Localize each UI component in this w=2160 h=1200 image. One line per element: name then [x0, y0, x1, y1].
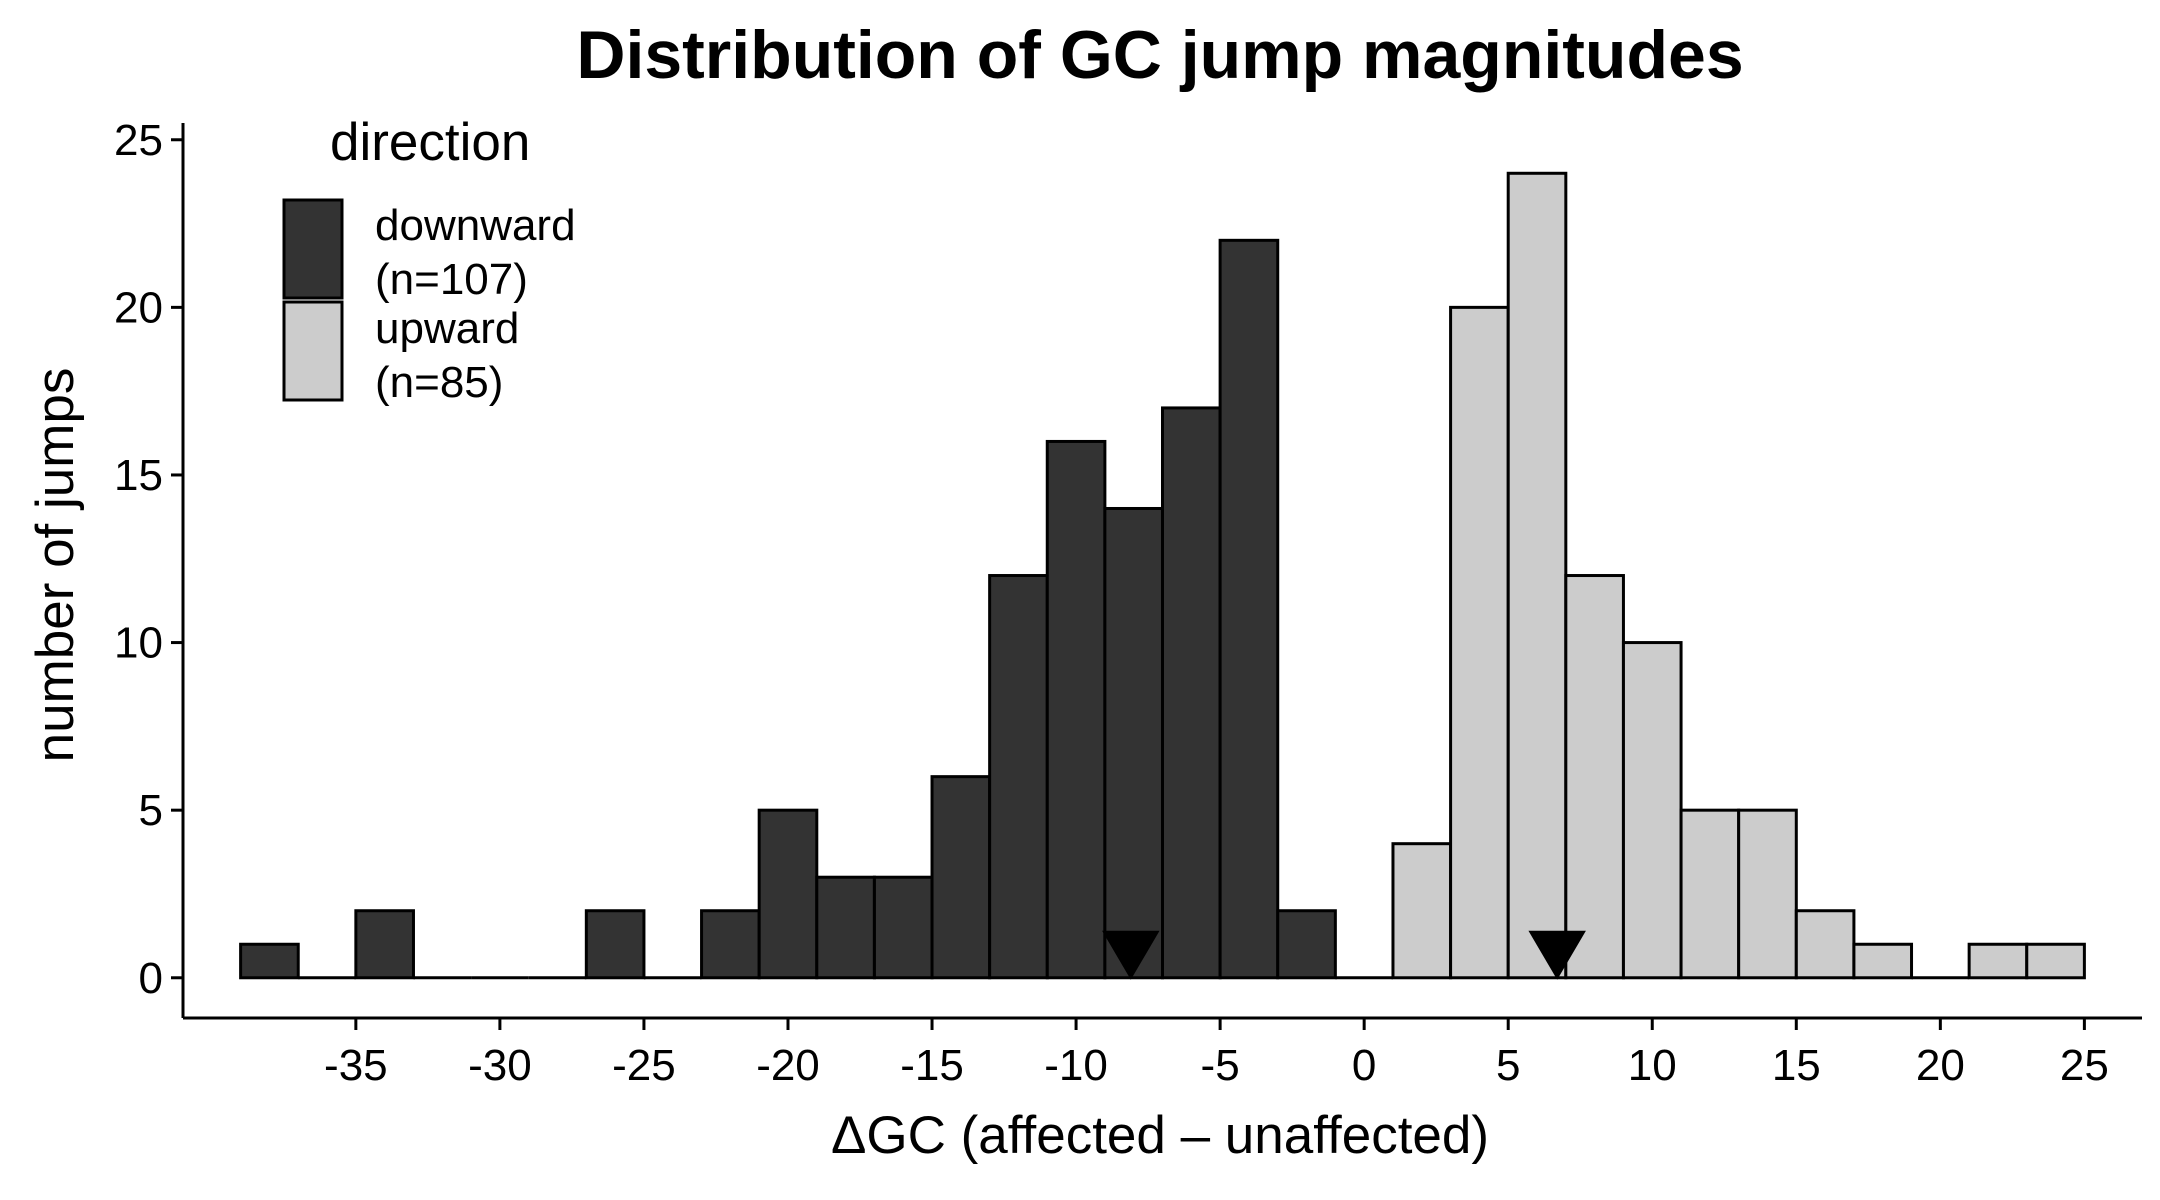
- histogram-bar: [584, 909, 646, 980]
- histogram-bar: [815, 875, 876, 980]
- x-tick-label: 5: [1496, 1041, 1520, 1090]
- y-axis-ticks: 0 5 10 15 20 25: [114, 116, 183, 1003]
- histogram-bar: [988, 574, 1049, 980]
- x-tick-label: 10: [1628, 1041, 1677, 1090]
- histogram-bar: [1564, 574, 1625, 980]
- histogram-bar: [1218, 238, 1280, 980]
- histogram-bar: [1276, 909, 1337, 980]
- histogram-bar: [1045, 439, 1107, 980]
- y-tick-label: 15: [114, 451, 163, 500]
- legend-label-downward: downward: [375, 201, 576, 250]
- legend-swatch-upward: [282, 300, 344, 402]
- histogram-bar: [2025, 942, 2086, 980]
- legend-label-upward: upward: [375, 304, 519, 353]
- histogram-bar: [1161, 406, 1222, 980]
- x-tick-label: -10: [1044, 1041, 1108, 1090]
- x-axis-title: ΔGC (affected – unaffected): [831, 1106, 1489, 1165]
- y-tick-label: 20: [114, 283, 163, 332]
- y-axis-title: number of jumps: [26, 368, 85, 763]
- x-tick-label: 20: [1916, 1041, 1965, 1090]
- x-tick-label: 25: [2060, 1041, 2109, 1090]
- legend-swatch-downward: [282, 198, 344, 300]
- x-tick-label: -15: [900, 1041, 964, 1090]
- legend-title: direction: [330, 113, 530, 172]
- x-tick-label: 0: [1352, 1041, 1376, 1090]
- histogram-bar: [1391, 842, 1453, 980]
- histogram-bar: [700, 909, 761, 980]
- histogram-bar: [1679, 808, 1741, 980]
- histogram-bar: [1103, 506, 1164, 980]
- histogram-bar: [1621, 641, 1683, 980]
- legend: direction downward (n=107) upward (n=85): [282, 113, 576, 407]
- x-tick-label: -20: [756, 1041, 820, 1090]
- histogram-bar: [1852, 942, 1914, 980]
- y-tick-label: 10: [114, 619, 163, 668]
- y-tick-label: 0: [139, 954, 163, 1003]
- legend-label-upward-count: (n=85): [375, 358, 503, 407]
- histogram-bar: [757, 808, 819, 980]
- median-marker: [1102, 930, 1160, 980]
- x-tick-label: -25: [612, 1041, 676, 1090]
- bars-layer: [239, 171, 2086, 980]
- x-tick-label: 15: [1772, 1041, 1821, 1090]
- x-tick-label: -30: [468, 1041, 532, 1090]
- x-tick-label: -5: [1201, 1041, 1240, 1090]
- histogram-bar: [1506, 171, 1568, 980]
- histogram-bar: [1737, 808, 1798, 980]
- histogram-bar: [1967, 942, 2029, 980]
- x-axis-ticks: -35 -30 -25 -20 -15 -10 -5 0 5 10 15 20 25: [324, 1018, 2109, 1090]
- x-tick-label: -35: [324, 1041, 388, 1090]
- y-tick-label: 5: [139, 786, 163, 835]
- histogram-bar: [1794, 909, 1856, 980]
- chart-title: Distribution of GC jump magnitudes: [576, 17, 1743, 93]
- median-marker: [1528, 930, 1586, 980]
- histogram-bar: [239, 942, 300, 980]
- histogram-bar: [872, 875, 934, 980]
- legend-label-downward-count: (n=107): [375, 255, 528, 304]
- histogram-bar: [930, 775, 992, 980]
- median-markers-layer: [1102, 930, 1586, 980]
- y-tick-label: 25: [114, 116, 163, 165]
- histogram-bar: [354, 909, 415, 980]
- histogram-bar: [1449, 305, 1510, 980]
